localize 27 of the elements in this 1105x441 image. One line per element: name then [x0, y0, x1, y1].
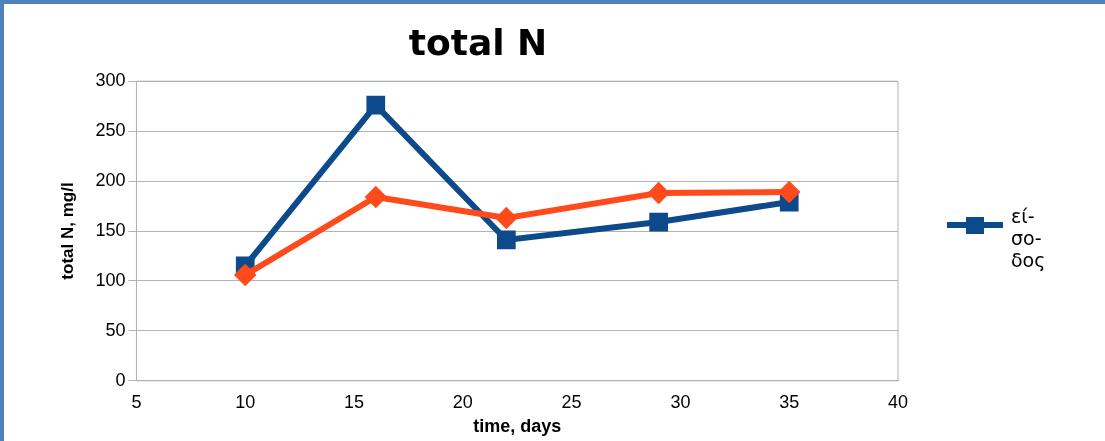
legend-label: εί-σο-δος [1011, 205, 1047, 271]
y-tick-label: 100 [95, 269, 126, 290]
x-tick-label: 15 [344, 391, 365, 412]
point [779, 182, 800, 203]
y-tick-label: 0 [115, 369, 126, 390]
x-tick-label: 35 [779, 391, 800, 412]
point [365, 187, 386, 208]
x-tick-label: 30 [670, 391, 691, 412]
y-tick-label: 50 [105, 319, 126, 340]
y-tick-label: 150 [95, 219, 126, 240]
x-tick-label: 40 [887, 391, 909, 412]
x-tick-label: 25 [561, 391, 582, 412]
y-axis-title: total N, mg/l [57, 182, 77, 280]
y-tick-label: 300 [95, 70, 126, 91]
point [496, 230, 516, 250]
point [366, 95, 386, 115]
x-tick-label: 5 [131, 391, 142, 412]
y-tick-label: 200 [95, 170, 126, 191]
chart-title: total N [408, 21, 548, 63]
y-tick-label: 250 [95, 120, 126, 141]
x-tick-label: 10 [235, 391, 256, 412]
point [649, 212, 669, 232]
x-tick-label: 20 [452, 391, 473, 412]
point [648, 183, 669, 204]
point [235, 264, 256, 285]
point [496, 208, 517, 229]
x-axis-title: time, days [473, 416, 562, 437]
